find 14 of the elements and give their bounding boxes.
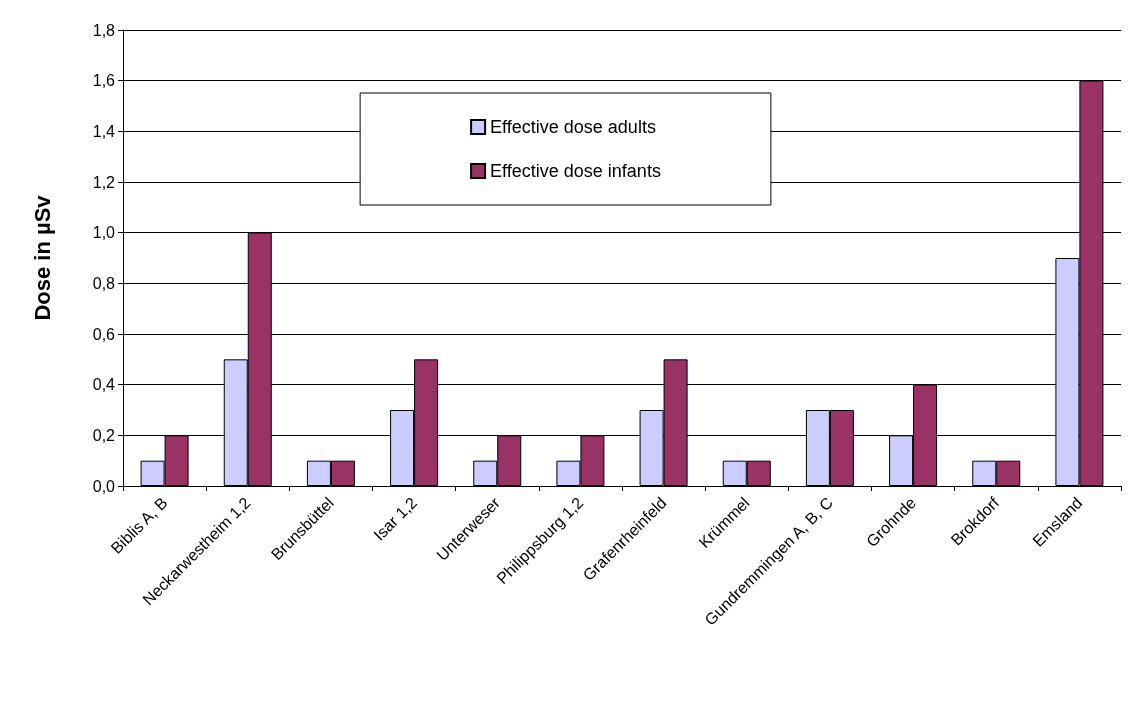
- y-tick-label: 1,2: [92, 173, 116, 191]
- y-tick-label: 1,6: [92, 72, 116, 90]
- y-tick-label: 0,2: [92, 426, 116, 444]
- y-tick-label: 0,6: [92, 325, 116, 343]
- x-tick-label: Isar 1,2: [370, 493, 421, 544]
- y-tick-label: 0,4: [92, 376, 116, 394]
- y-tick-label: 1,0: [92, 224, 116, 242]
- legend-label: Effective dose adults: [490, 117, 656, 137]
- y-axis-title: Dose in µSv: [29, 194, 55, 321]
- y-tick-label: 1,8: [92, 21, 116, 39]
- y-tick-label: 0,8: [92, 274, 116, 292]
- legend-label: Effective dose infants: [490, 161, 661, 181]
- y-tick-label: 0,0: [92, 477, 116, 495]
- y-tick-label: 1,4: [92, 122, 116, 140]
